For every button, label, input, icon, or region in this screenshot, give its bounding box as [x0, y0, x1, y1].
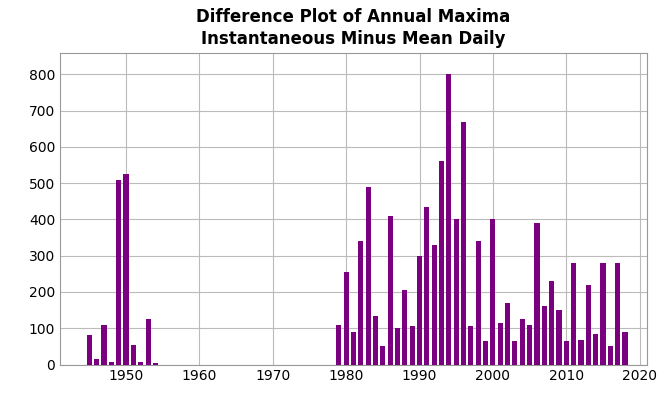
Bar — [138, 362, 143, 364]
Bar — [432, 245, 437, 364]
Bar — [534, 223, 540, 364]
Bar — [123, 174, 129, 364]
Bar — [468, 326, 474, 364]
Bar — [373, 315, 378, 364]
Bar — [476, 241, 481, 364]
Bar — [351, 332, 356, 364]
Bar — [344, 272, 349, 364]
Bar — [622, 332, 628, 364]
Bar — [512, 341, 518, 364]
Bar — [131, 345, 136, 364]
Bar — [505, 303, 510, 364]
Bar — [116, 179, 121, 364]
Bar — [461, 122, 466, 364]
Bar — [87, 335, 92, 364]
Bar — [395, 328, 400, 364]
Bar — [446, 75, 452, 364]
Bar — [498, 323, 503, 364]
Bar — [608, 345, 613, 364]
Bar — [571, 263, 576, 364]
Title: Difference Plot of Annual Maxima
Instantaneous Minus Mean Daily: Difference Plot of Annual Maxima Instant… — [196, 8, 511, 48]
Bar — [586, 285, 591, 364]
Bar — [600, 263, 606, 364]
Bar — [366, 187, 371, 364]
Bar — [94, 359, 99, 364]
Bar — [593, 335, 598, 364]
Bar — [439, 162, 444, 364]
Bar — [336, 325, 342, 364]
Bar — [101, 325, 107, 364]
Bar — [424, 207, 430, 364]
Bar — [388, 216, 393, 364]
Bar — [153, 363, 158, 364]
Bar — [549, 281, 554, 364]
Bar — [564, 341, 569, 364]
Bar — [556, 310, 562, 364]
Bar — [578, 340, 584, 364]
Bar — [358, 241, 364, 364]
Bar — [380, 346, 386, 364]
Bar — [527, 325, 532, 364]
Bar — [454, 220, 459, 364]
Bar — [145, 319, 151, 364]
Bar — [520, 319, 525, 364]
Bar — [615, 263, 620, 364]
Bar — [402, 290, 408, 364]
Bar — [483, 341, 488, 364]
Bar — [542, 307, 547, 364]
Bar — [490, 220, 496, 364]
Bar — [109, 362, 114, 364]
Bar — [417, 256, 422, 364]
Bar — [410, 326, 415, 364]
